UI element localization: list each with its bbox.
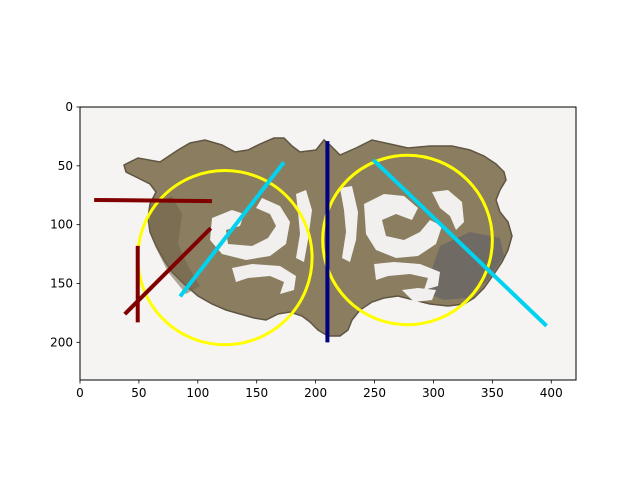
openwork-cutouts: [210, 186, 464, 302]
x-tick-label: 0: [76, 386, 84, 400]
x-tick-label: 400: [540, 386, 563, 400]
x-tick-label: 150: [245, 386, 268, 400]
x-tick-label: 100: [186, 386, 209, 400]
overlay-annotations: [94, 141, 548, 347]
jade-ornament: [123, 137, 513, 337]
axes-frame: [79, 106, 577, 381]
jade-shadow-right: [424, 232, 504, 300]
y-tick-label: 0: [65, 100, 73, 114]
x-tick-label: 50: [131, 386, 146, 400]
y-tick-label: 50: [58, 159, 73, 173]
y-tick-label: 100: [50, 218, 73, 232]
y-tick-label: 200: [50, 335, 73, 349]
x-tick-label: 200: [304, 386, 327, 400]
cyan-line-left: [178, 161, 286, 298]
jade-shadow-left: [150, 196, 200, 294]
dark-red-horizontal-line: [94, 197, 212, 204]
x-tick-label: 350: [481, 386, 504, 400]
x-tick-label: 250: [363, 386, 386, 400]
yellow-circle-right: [321, 153, 494, 327]
y-tick-label: 150: [50, 277, 73, 291]
axis-ticks: 0 50 100 150 200 250 300 350 400 0 50 100 150 200: [50, 100, 563, 400]
x-tick-label: 300: [422, 386, 445, 400]
cyan-line-right: [371, 158, 548, 328]
